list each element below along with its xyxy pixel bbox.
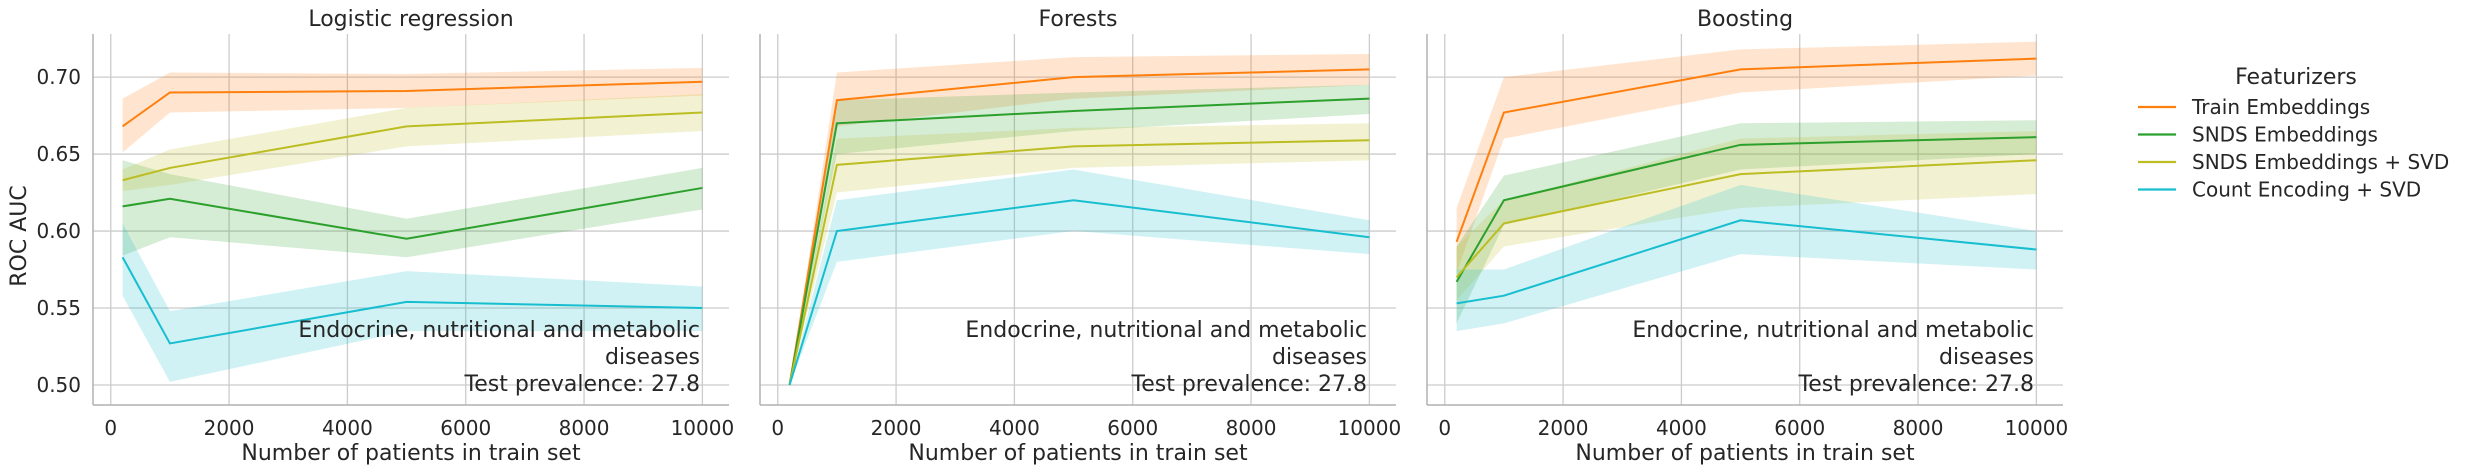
ci-band — [122, 67, 703, 153]
legend-label: SNDS Embeddings + SVD — [2192, 150, 2449, 174]
series-line — [788, 97, 1370, 386]
series-line — [121, 80, 703, 128]
y-tick-label: 0.60 — [36, 219, 81, 243]
y-tick-label: 0.70 — [36, 65, 81, 89]
panel-annotation: Test prevalence: 27.8 — [1798, 372, 2035, 397]
x-tick-label: 6000 — [440, 416, 491, 440]
x-tick-label: 4000 — [322, 416, 373, 440]
x-tick-label: 2000 — [204, 416, 255, 440]
series-line — [1456, 219, 2037, 305]
panel-title: Boosting — [1697, 7, 1793, 32]
panel-title: Logistic regression — [308, 7, 513, 32]
x-tick-label: 10000 — [671, 416, 735, 440]
x-axis-label: Number of patients in train set — [908, 441, 1248, 466]
ci-band — [122, 160, 703, 258]
series-group — [1455, 41, 2037, 332]
x-tick-label: 10000 — [2005, 416, 2069, 440]
series-line — [1455, 57, 2037, 243]
panels: Logistic regression 0 2000 4000 6000 8000 1000… — [36, 7, 2068, 466]
panel-3: Boosting 0 2000 4000 6000 8000 10000 Number of … — [1426, 7, 2069, 466]
x-tick-label: 0 — [771, 416, 784, 440]
x-tick-label: 8000 — [559, 416, 610, 440]
ci-band — [789, 169, 1370, 385]
panel-title: Forests — [1039, 7, 1118, 32]
series-line — [122, 111, 703, 182]
legend-label: Count Encoding + SVD — [2192, 178, 2421, 202]
series-line — [121, 256, 703, 345]
legend-label: SNDS Embeddings — [2192, 123, 2378, 147]
legend: Featurizers Train Embeddings SNDS Embeddi… — [2138, 65, 2449, 202]
series-line — [788, 139, 1370, 386]
series-group — [788, 54, 1370, 386]
series-group — [121, 67, 703, 382]
x-tick-label: 4000 — [1656, 416, 1707, 440]
panel-annotation: diseases — [605, 345, 700, 370]
x-tick-label: 8000 — [1226, 416, 1277, 440]
x-tick-label: 2000 — [1538, 416, 1589, 440]
y-tick-label: 0.50 — [36, 373, 81, 397]
ci-band — [1456, 130, 2037, 301]
y-tick-label: 0.65 — [36, 142, 81, 166]
x-tick-label: 8000 — [1893, 416, 1944, 440]
ci-band — [789, 54, 1370, 385]
grid — [93, 34, 729, 405]
ci-band — [1456, 120, 2037, 324]
panel-annotation: Endocrine, nutritional and metabolic — [1632, 318, 2034, 343]
x-axis-label: Number of patients in train set — [1575, 441, 1915, 466]
x-tick-label: 4000 — [989, 416, 1040, 440]
panel-annotation: Test prevalence: 27.8 — [1131, 372, 1368, 397]
series-line — [788, 68, 1370, 386]
x-axis-label: Number of patients in train set — [241, 441, 581, 466]
ci-band — [789, 84, 1370, 385]
panel-annotation: Endocrine, nutritional and metabolic — [965, 318, 1367, 343]
legend-title: Featurizers — [2235, 65, 2357, 90]
x-tick-label: 10000 — [1338, 416, 1402, 440]
panel-2: Forests 0 2000 4000 6000 8000 10000 Number of p… — [759, 7, 1402, 466]
ci-band — [1456, 184, 2037, 332]
x-tick-label: 0 — [104, 416, 117, 440]
series-line — [1455, 136, 2037, 283]
ci-band — [122, 94, 703, 192]
panel-annotation: diseases — [1272, 345, 1367, 370]
x-tick-label: 2000 — [871, 416, 922, 440]
legend-label: Train Embeddings — [2191, 95, 2370, 119]
panel-1: Logistic regression 0 2000 4000 6000 8000 1000… — [36, 7, 734, 466]
grid — [1427, 34, 2063, 405]
ci-band — [789, 123, 1370, 385]
ci-band — [1456, 41, 2037, 273]
y-axis-label: ROC AUC — [7, 185, 32, 286]
series-line — [788, 199, 1370, 386]
x-tick-label: 6000 — [1107, 416, 1158, 440]
x-tick-label: 0 — [1438, 416, 1451, 440]
panel-annotation: Test prevalence: 27.8 — [464, 372, 701, 397]
panel-annotation: Endocrine, nutritional and metabolic — [298, 318, 700, 343]
y-tick-label: 0.55 — [36, 296, 81, 320]
series-line — [122, 186, 703, 240]
series-line — [1455, 159, 2037, 278]
panel-annotation: diseases — [1939, 345, 2034, 370]
x-tick-label: 6000 — [1774, 416, 1825, 440]
